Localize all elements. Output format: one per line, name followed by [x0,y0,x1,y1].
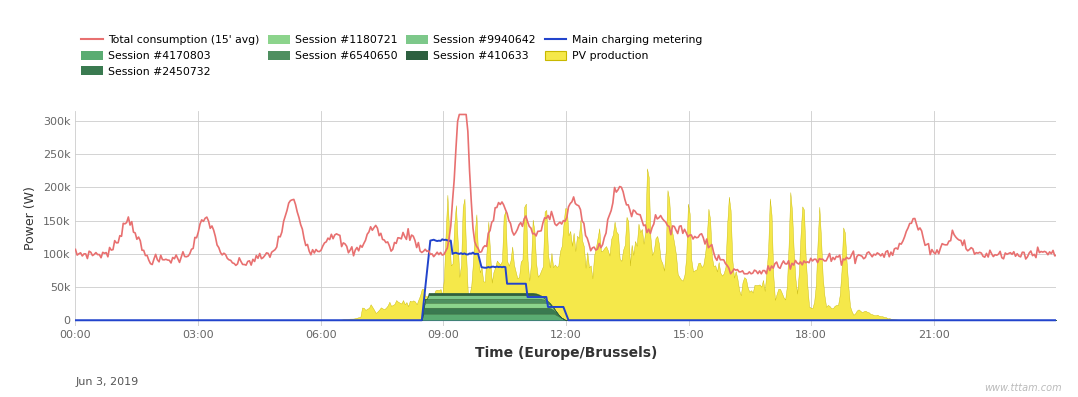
Y-axis label: Power (W): Power (W) [25,187,38,250]
X-axis label: Time (Europe/Brussels): Time (Europe/Brussels) [474,346,658,360]
Legend: Total consumption (15' avg), Session #4170803, Session #2450732, Session #118072: Total consumption (15' avg), Session #41… [81,35,702,77]
Text: www.tttam.com: www.tttam.com [984,383,1062,393]
Text: Jun 3, 2019: Jun 3, 2019 [75,377,139,387]
